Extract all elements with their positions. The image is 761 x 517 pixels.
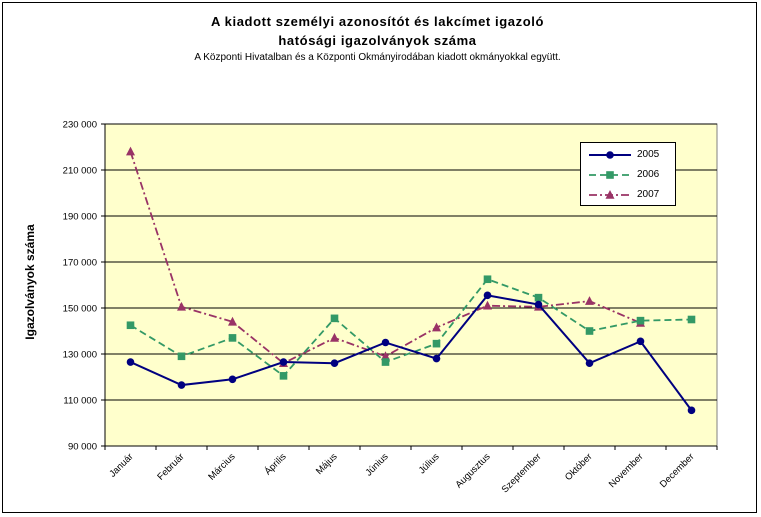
data-point-2006 xyxy=(177,352,186,361)
chart-subtitle: A Központi Hivatalban és a Központi Okmá… xyxy=(194,52,561,63)
data-point-2005 xyxy=(636,337,645,346)
y-tick-label: 170 000 xyxy=(63,258,97,269)
legend-label: 2007 xyxy=(637,189,660,200)
data-point-2005 xyxy=(330,359,339,368)
x-tick-label: Március xyxy=(206,451,237,482)
series-line-2006 xyxy=(130,278,692,378)
data-point-2005 xyxy=(585,359,594,368)
legend-swatch xyxy=(589,151,631,159)
data-point-2005 xyxy=(483,291,492,300)
data-point-2006 xyxy=(585,327,594,335)
data-point-2006 xyxy=(126,321,135,330)
x-tick-label: Május xyxy=(314,451,340,477)
y-tick-label: 210 000 xyxy=(63,166,97,177)
legend-entry-2007: 2007 xyxy=(581,188,677,202)
y-tick-label: 110 000 xyxy=(63,396,97,407)
x-tick-label: Augusztus xyxy=(453,451,492,490)
y-tick-label: 190 000 xyxy=(63,212,97,223)
x-tick-label: November xyxy=(607,451,646,490)
data-point-2006 xyxy=(687,315,696,324)
y-tick-label: 230 000 xyxy=(63,120,97,131)
data-point-2007 xyxy=(585,296,594,305)
data-point-2006 xyxy=(432,339,441,348)
y-tick-label: 90 000 xyxy=(68,442,97,453)
x-tick-label: Július xyxy=(417,451,442,476)
data-point-2007 xyxy=(228,316,237,326)
data-point-2006 xyxy=(636,316,645,325)
series-line-2005 xyxy=(130,294,693,411)
data-point-2006 xyxy=(279,372,288,380)
series-line-2007 xyxy=(129,151,641,365)
data-point-2006 xyxy=(381,358,390,366)
x-tick-label: Október xyxy=(563,451,595,483)
data-point-2007 xyxy=(330,332,339,342)
data-point-2005 xyxy=(228,375,237,384)
legend-entry-2005: 2005 xyxy=(581,148,677,162)
data-point-2007 xyxy=(432,322,441,332)
legend-label: 2006 xyxy=(637,169,660,180)
data-point-2005 xyxy=(381,338,390,347)
x-tick-label: Január xyxy=(107,451,135,479)
data-point-2006 xyxy=(228,334,237,342)
legend-label: 2005 xyxy=(637,149,660,160)
data-point-2006 xyxy=(534,293,543,302)
x-tick-label: December xyxy=(658,451,697,490)
data-point-2005 xyxy=(534,300,543,309)
data-point-2006 xyxy=(330,314,339,323)
legend-swatch xyxy=(589,190,631,199)
data-point-2007 xyxy=(177,301,186,311)
data-point-2005 xyxy=(432,354,441,363)
legend-marker xyxy=(606,151,614,159)
legend-marker xyxy=(606,171,614,179)
chart-legend: 2005 2006 2007 xyxy=(580,142,676,206)
chart-title-line2: hatósági igazolványok száma xyxy=(278,33,477,48)
data-point-2007 xyxy=(483,300,492,310)
legend-entry-2006: 2006 xyxy=(581,168,677,182)
data-point-2006 xyxy=(483,275,492,284)
x-tick-label: Június xyxy=(363,451,390,478)
legend-marker xyxy=(605,190,615,199)
y-tick-label: 150 000 xyxy=(63,304,97,315)
data-point-2007 xyxy=(126,146,135,156)
x-tick-label: Szeptember xyxy=(500,451,544,495)
y-tick-label: 130 000 xyxy=(63,350,97,361)
chart-title: A kiadott személyi azonosítót és lakcíme… xyxy=(210,14,545,29)
data-point-2005 xyxy=(687,406,696,415)
data-point-2005 xyxy=(279,358,288,366)
data-point-2005 xyxy=(177,381,186,389)
data-point-2007 xyxy=(381,351,390,361)
x-tick-label: Február xyxy=(155,451,186,482)
x-tick-label: Április xyxy=(263,451,289,477)
data-point-2005 xyxy=(126,358,135,366)
legend-swatch xyxy=(589,171,631,179)
